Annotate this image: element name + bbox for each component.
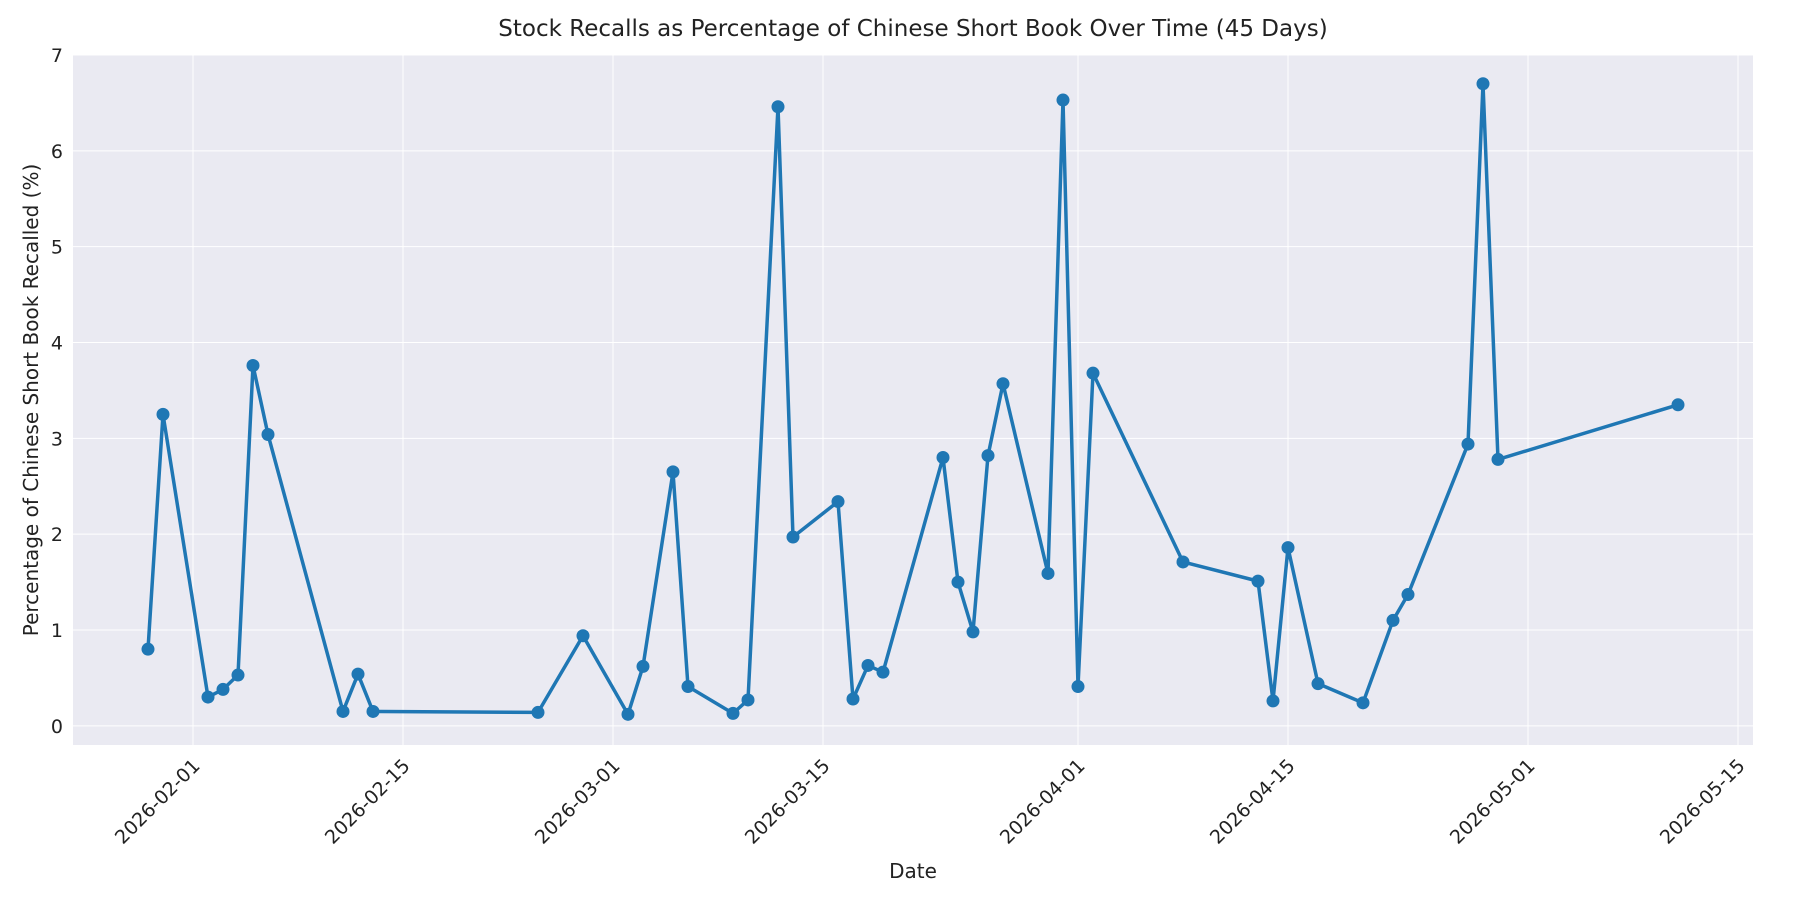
data-point (231, 668, 245, 682)
data-point (831, 495, 845, 509)
data-point (726, 706, 740, 720)
data-point (141, 642, 155, 656)
data-point (846, 692, 860, 706)
data-point (966, 625, 980, 639)
data-point (1461, 437, 1475, 451)
data-point (1356, 696, 1370, 710)
data-point (366, 704, 380, 718)
data-point (1311, 677, 1325, 691)
data-point (1266, 694, 1280, 708)
x-axis-label: Date (889, 859, 937, 883)
data-point (1251, 574, 1265, 588)
data-point (1176, 555, 1190, 569)
data-point (636, 659, 650, 673)
x-tick-label: 2026-05-15 (1656, 755, 1750, 849)
x-tick-label: 2026-03-15 (741, 755, 835, 849)
x-tick-label: 2026-04-01 (996, 755, 1090, 849)
data-point (936, 451, 950, 464)
data-point (201, 690, 215, 704)
y-tick-label: 6 (51, 141, 63, 163)
data-point (156, 407, 170, 421)
x-tick-label: 2026-05-01 (1446, 755, 1540, 849)
data-point (1056, 93, 1070, 107)
data-point (996, 377, 1010, 391)
data-point (621, 707, 635, 721)
data-point (1401, 588, 1415, 602)
y-tick-label: 4 (51, 333, 63, 355)
data-point (216, 682, 230, 696)
data-point (1041, 566, 1055, 580)
y-tick-label: 3 (51, 428, 63, 450)
y-tick-label: 0 (51, 716, 63, 738)
y-tick-label: 7 (51, 45, 63, 67)
data-point (1086, 366, 1100, 380)
data-point (1071, 680, 1085, 694)
data-point (531, 705, 545, 719)
data-point (861, 658, 875, 672)
data-point (666, 465, 680, 479)
x-tick-label: 2026-03-01 (531, 755, 625, 849)
data-point (1671, 398, 1685, 412)
data-point (336, 704, 350, 718)
data-point (681, 680, 695, 694)
data-point (246, 359, 260, 372)
data-point (1491, 452, 1505, 466)
y-tick-label: 2 (51, 524, 63, 546)
x-tick-label: 2026-04-15 (1206, 755, 1300, 849)
data-point (771, 100, 785, 114)
data-point (261, 428, 275, 441)
y-axis-label: Percentage of Chinese Short Book Recalle… (19, 164, 43, 637)
x-tick-label: 2026-02-01 (111, 755, 205, 849)
data-point (876, 665, 890, 679)
data-point (1281, 541, 1295, 555)
x-tick-label: 2026-02-15 (321, 755, 415, 849)
data-point (351, 667, 365, 681)
chart-title: Stock Recalls as Percentage of Chinese S… (498, 16, 1327, 42)
data-point (1386, 613, 1400, 627)
data-point (1476, 77, 1490, 91)
data-point (951, 575, 965, 589)
data-point (576, 629, 590, 643)
y-tick-label: 1 (51, 620, 63, 642)
y-tick-label: 5 (51, 237, 63, 259)
data-point (981, 449, 995, 463)
data-point (786, 530, 800, 544)
data-point (741, 693, 755, 707)
